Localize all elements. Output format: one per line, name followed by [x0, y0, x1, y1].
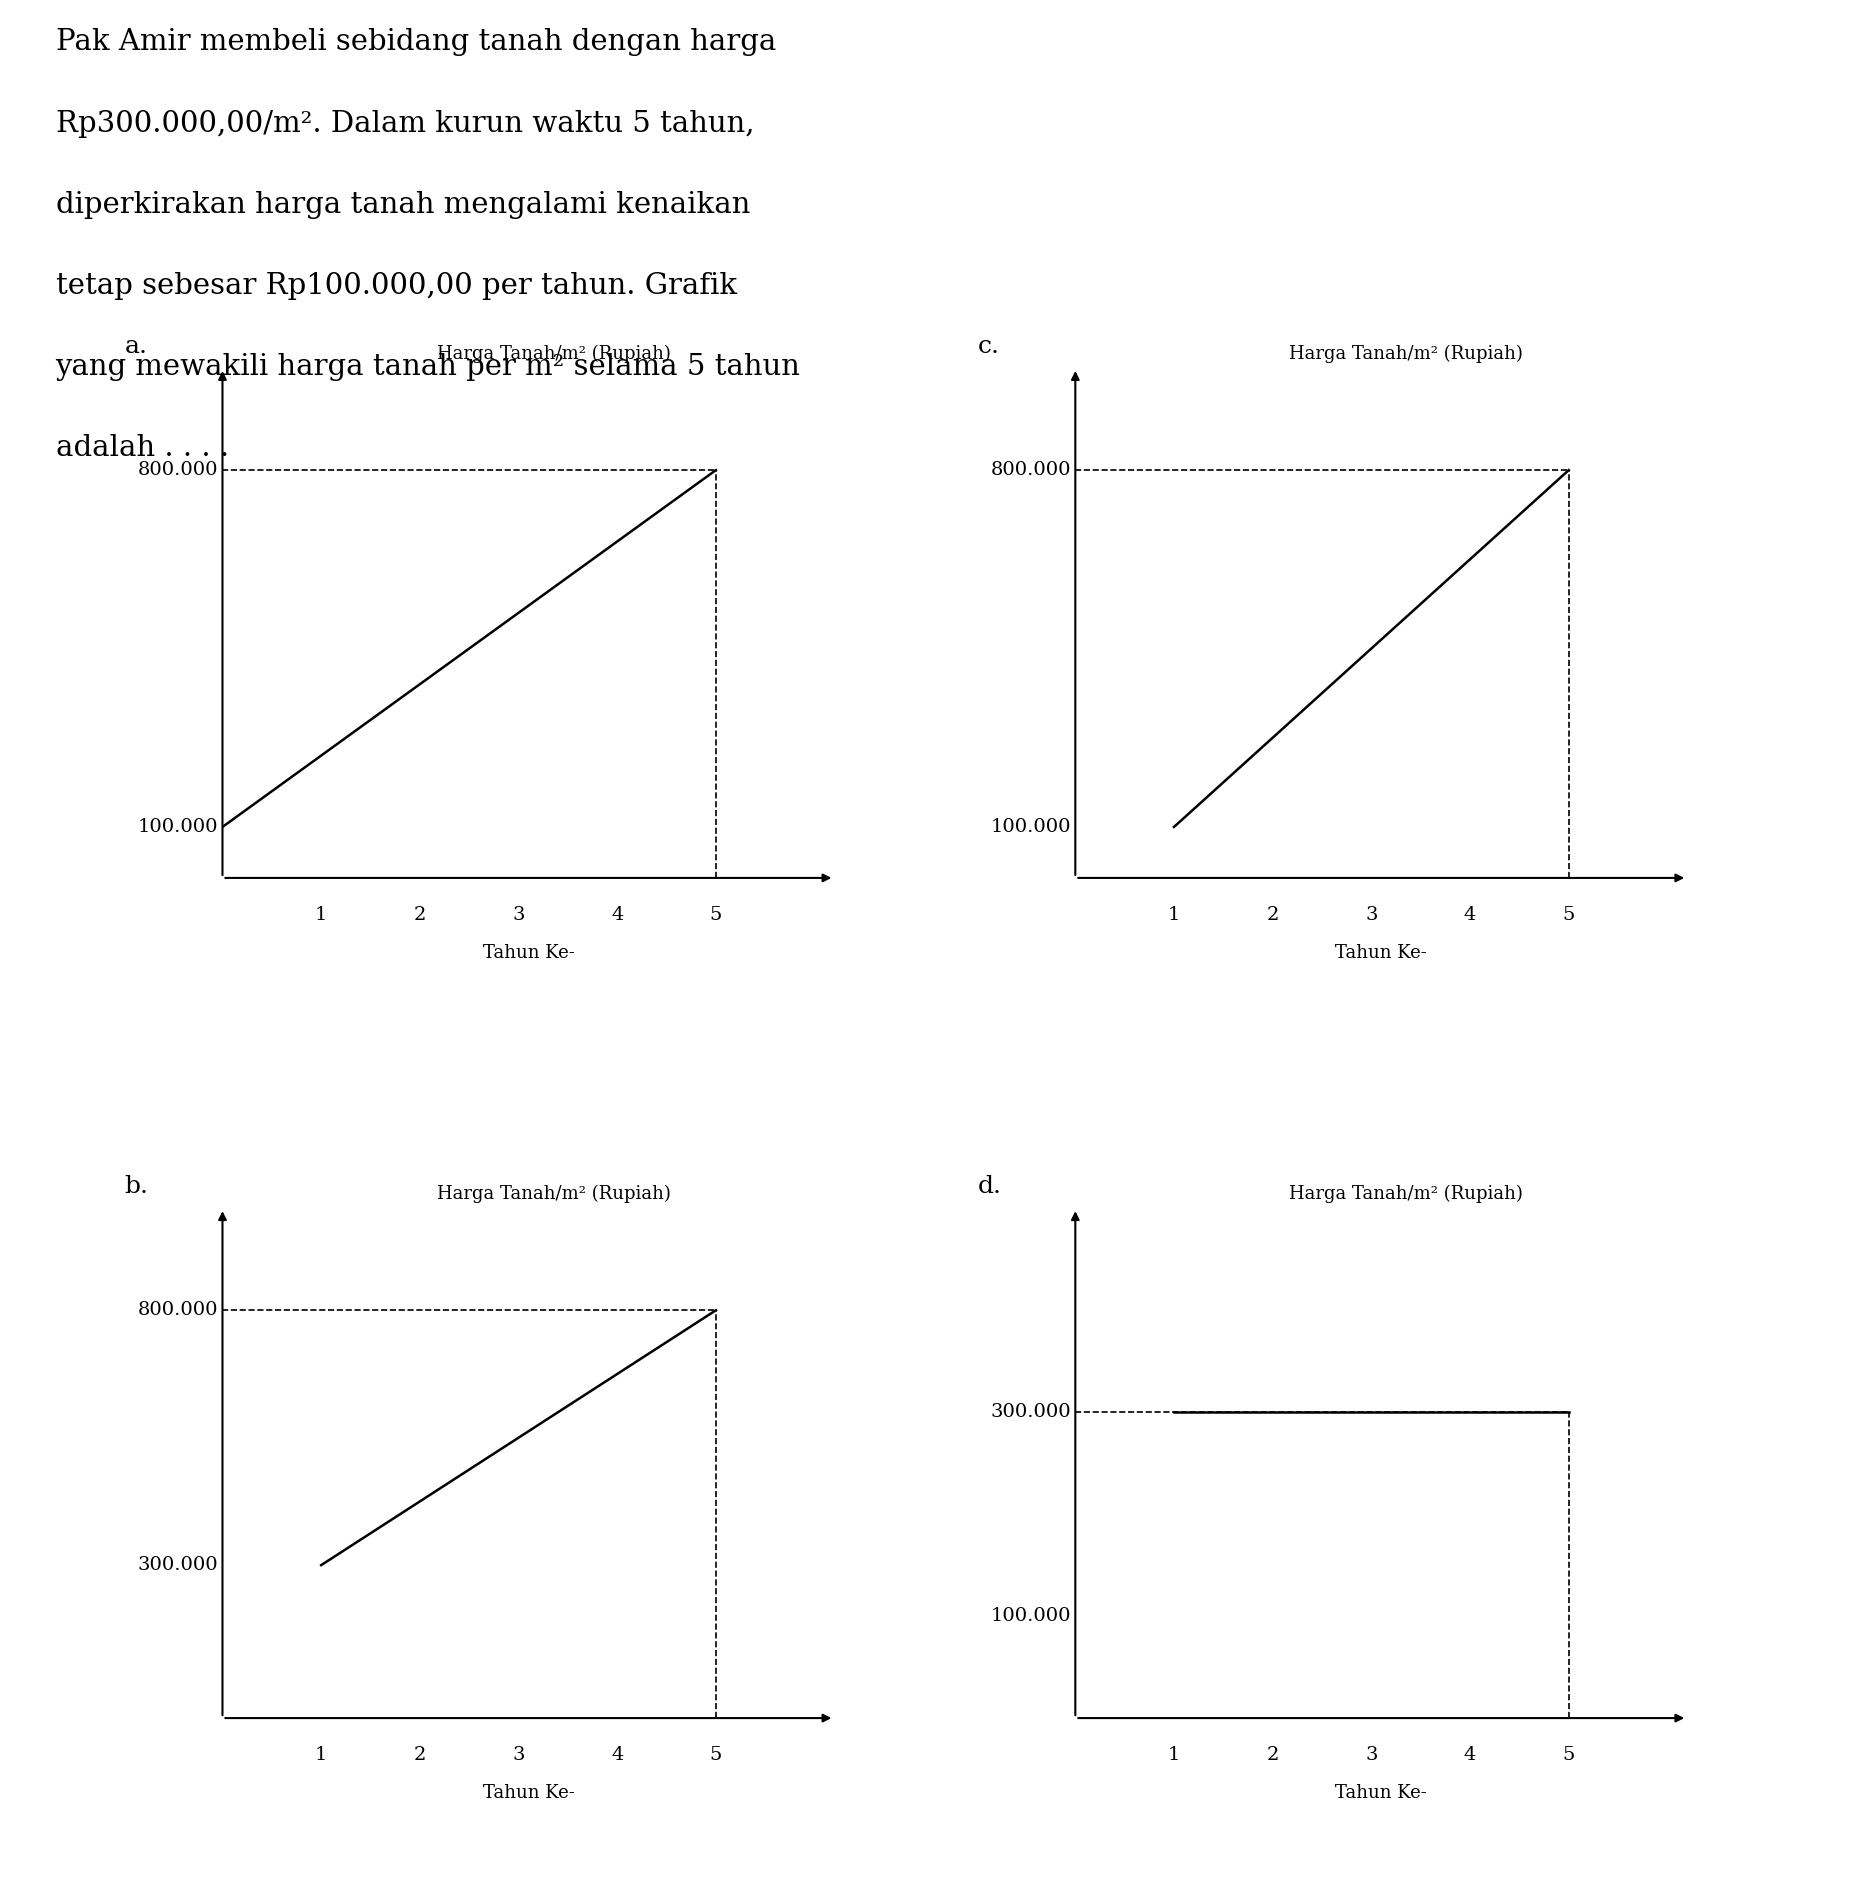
Text: 100.000: 100.000 [990, 1607, 1072, 1626]
Text: 3: 3 [1365, 906, 1378, 923]
Text: 2: 2 [1266, 1746, 1279, 1763]
Text: Tahun Ke-: Tahun Ke- [482, 944, 575, 963]
Text: 4: 4 [612, 906, 623, 923]
Text: 100.000: 100.000 [137, 818, 219, 836]
Text: b.: b. [124, 1174, 148, 1199]
Text: yang mewakili harga tanah per m² selama 5 tahun: yang mewakili harga tanah per m² selama … [56, 353, 801, 381]
Text: 5: 5 [710, 906, 721, 923]
Text: 3: 3 [512, 906, 525, 923]
Text: 100.000: 100.000 [990, 818, 1072, 836]
Text: 2: 2 [413, 906, 426, 923]
Text: Harga Tanah/m² (Rupiah): Harga Tanah/m² (Rupiah) [436, 1186, 671, 1203]
Text: adalah . . . .: adalah . . . . [56, 434, 228, 463]
Text: 3: 3 [1365, 1746, 1378, 1763]
Text: 800.000: 800.000 [137, 1301, 219, 1320]
Text: 3: 3 [512, 1746, 525, 1763]
Text: d.: d. [977, 1174, 1001, 1199]
Text: 800.000: 800.000 [137, 461, 219, 480]
Text: 5: 5 [1563, 1746, 1574, 1763]
Text: Tahun Ke-: Tahun Ke- [1335, 1784, 1428, 1803]
Text: Tahun Ke-: Tahun Ke- [482, 1784, 575, 1803]
Text: 300.000: 300.000 [990, 1403, 1072, 1422]
Text: 4: 4 [612, 1746, 623, 1763]
Text: 1: 1 [315, 1746, 328, 1763]
Text: tetap sebesar Rp100.000,00 per tahun. Grafik: tetap sebesar Rp100.000,00 per tahun. Gr… [56, 272, 736, 300]
Text: 4: 4 [1465, 906, 1476, 923]
Text: diperkirakan harga tanah mengalami kenaikan: diperkirakan harga tanah mengalami kenai… [56, 191, 751, 219]
Text: Harga Tanah/m² (Rupiah): Harga Tanah/m² (Rupiah) [1289, 346, 1524, 362]
Text: Tahun Ke-: Tahun Ke- [1335, 944, 1428, 963]
Text: 2: 2 [413, 1746, 426, 1763]
Text: 5: 5 [1563, 906, 1574, 923]
Text: 1: 1 [1168, 906, 1181, 923]
Text: 2: 2 [1266, 906, 1279, 923]
Text: a.: a. [124, 334, 148, 359]
Text: Pak Amir membeli sebidang tanah dengan harga: Pak Amir membeli sebidang tanah dengan h… [56, 28, 777, 57]
Text: 1: 1 [315, 906, 328, 923]
Text: 1: 1 [1168, 1746, 1181, 1763]
Text: 5: 5 [710, 1746, 721, 1763]
Text: 4: 4 [1465, 1746, 1476, 1763]
Text: 800.000: 800.000 [990, 461, 1072, 480]
Text: Rp300.000,00/m². Dalam kurun waktu 5 tahun,: Rp300.000,00/m². Dalam kurun waktu 5 tah… [56, 110, 755, 138]
Text: Harga Tanah/m² (Rupiah): Harga Tanah/m² (Rupiah) [436, 346, 671, 362]
Text: Harga Tanah/m² (Rupiah): Harga Tanah/m² (Rupiah) [1289, 1186, 1524, 1203]
Text: 300.000: 300.000 [137, 1556, 219, 1575]
Text: c.: c. [977, 334, 999, 359]
